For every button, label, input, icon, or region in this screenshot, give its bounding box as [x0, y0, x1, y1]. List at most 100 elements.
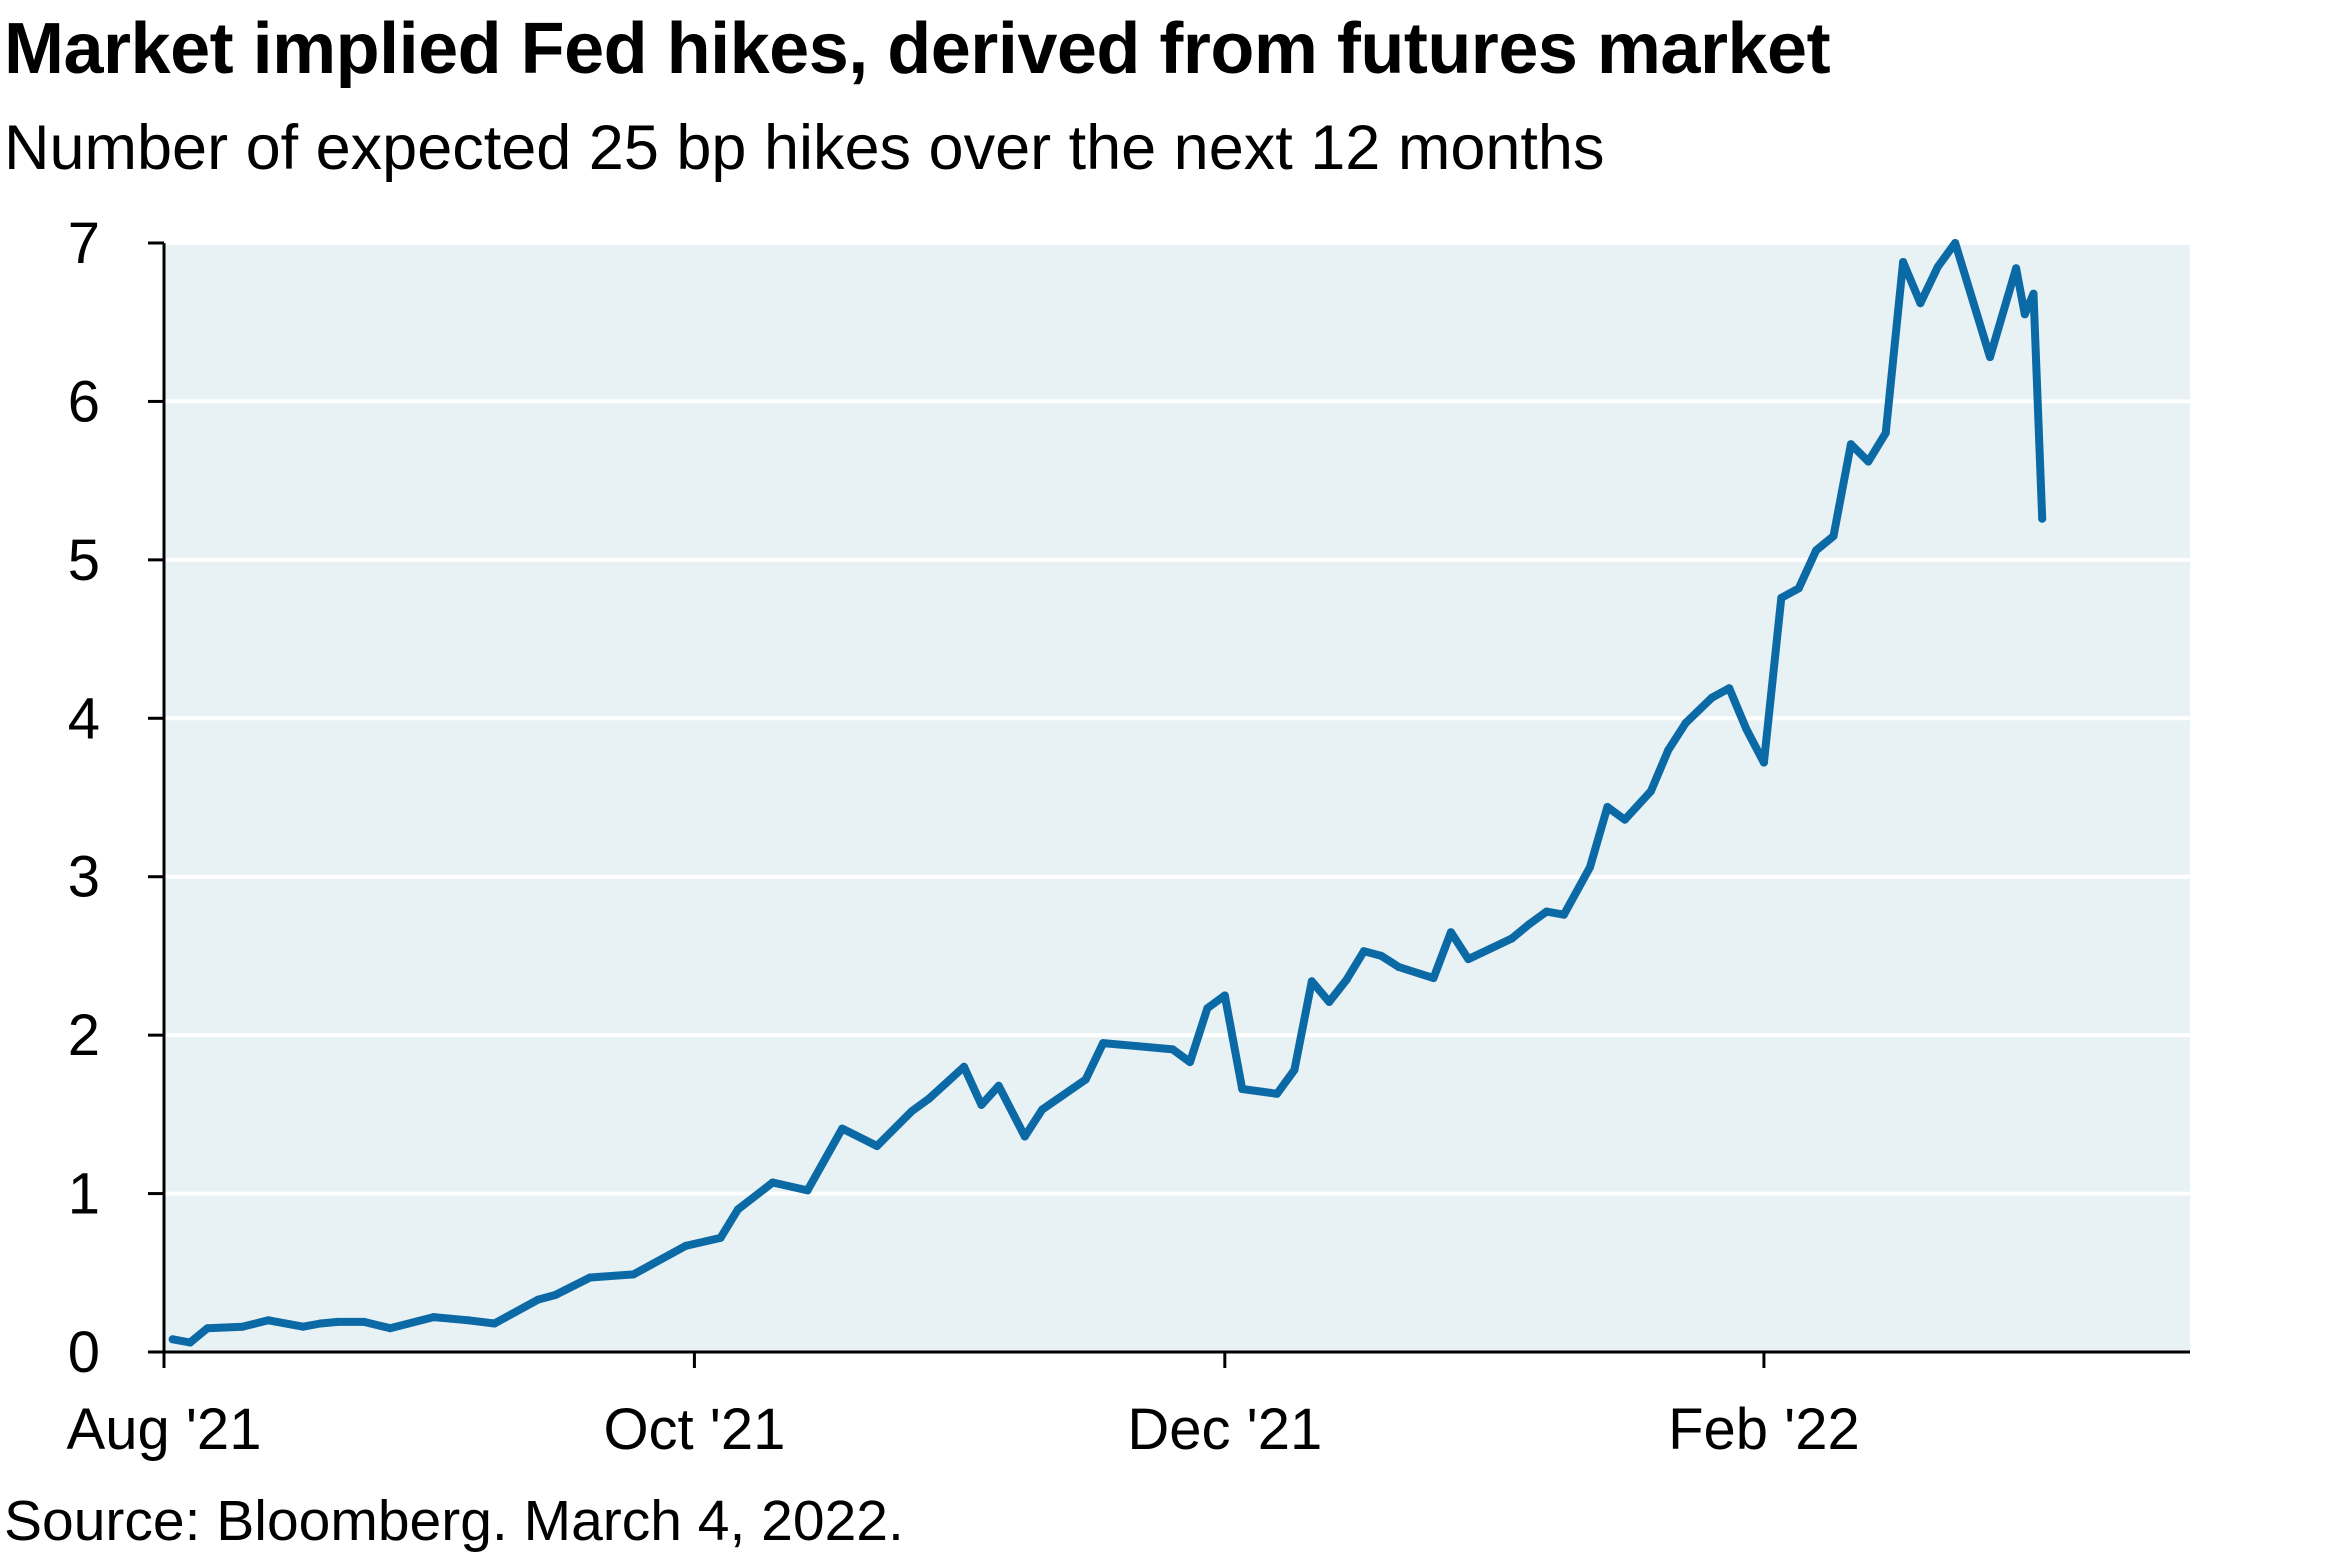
data-point: [1307, 977, 1316, 986]
data-point: [464, 1316, 473, 1325]
data-point: [994, 1081, 1003, 1090]
data-point: [1725, 684, 1734, 693]
data-point: [1664, 746, 1673, 754]
data-point: [803, 1186, 812, 1195]
data-point: [1377, 951, 1386, 960]
data-point: [2029, 289, 2038, 298]
x-tick-label: Oct '21: [603, 1397, 785, 1462]
data-point: [333, 1317, 342, 1326]
data-point: [360, 1317, 368, 1326]
data-point: [238, 1322, 247, 1331]
data-point: [1542, 907, 1551, 916]
data-point: [1168, 1045, 1177, 1054]
data-point: [186, 1338, 195, 1347]
data-point: [1081, 1075, 1090, 1084]
data-point: [1099, 1039, 1108, 1048]
y-axis-ticks: 0 1 2 3 4 5 6 7: [68, 211, 164, 1385]
data-point: [1464, 955, 1473, 964]
data-point: [1620, 815, 1629, 824]
data-point: [533, 1295, 542, 1304]
data-point: [490, 1319, 499, 1328]
y-tick-label: 0: [68, 1320, 100, 1385]
x-tick-label: Feb '22: [1668, 1397, 1860, 1462]
y-tick-label: 6: [68, 369, 100, 434]
data-point: [1603, 803, 1612, 811]
data-point: [925, 1094, 934, 1103]
gridlines: [164, 241, 2190, 1196]
plot-background: [164, 243, 2190, 1352]
y-tick-label: 1: [68, 1162, 100, 1227]
data-point: [2012, 264, 2021, 273]
data-point: [264, 1316, 273, 1325]
x-axis-ticks: Aug '21 Oct '21 Dec '21 Feb '22: [67, 1352, 1860, 1462]
data-point: [1133, 1042, 1142, 1051]
data-point: [1881, 429, 1890, 438]
data-point: [1794, 584, 1803, 593]
data-point: [1429, 974, 1438, 983]
data-point: [646, 1260, 655, 1269]
chart-subtitle: Number of expected 25 bp hikes over the …: [4, 113, 1605, 183]
data-point: [1951, 239, 1960, 247]
data-point: [960, 1062, 968, 1071]
chart-title: Market implied Fed hikes, derived from f…: [4, 9, 1831, 89]
data-point: [1899, 258, 1908, 266]
data-point: [1681, 719, 1690, 727]
data-point: [446, 1314, 455, 1323]
data-point: [1394, 963, 1403, 971]
data-point: [1559, 910, 1568, 919]
data-point: [1812, 546, 1821, 555]
data-point: [1742, 725, 1751, 734]
data-point: [733, 1205, 742, 1214]
data-point: [1342, 975, 1351, 984]
data-point: [629, 1270, 638, 1279]
data-point: [1273, 1089, 1281, 1098]
data-point: [1525, 920, 1534, 929]
data-point: [1933, 262, 1942, 271]
y-tick-label: 4: [68, 686, 100, 751]
data-point: [1325, 997, 1334, 1006]
y-tick-label: 3: [68, 845, 100, 910]
data-point: [586, 1273, 595, 1282]
axes: [162, 243, 2190, 1354]
source-note: Source: Bloomberg. March 4, 2022.: [4, 1489, 904, 1553]
data-point: [316, 1319, 325, 1328]
data-point: [1916, 299, 1925, 308]
data-point: [1646, 787, 1655, 796]
data-point: [1220, 991, 1229, 1000]
data-point: [1359, 947, 1368, 956]
data-point: [907, 1107, 916, 1116]
data-point: [1038, 1105, 1047, 1114]
data-point: [838, 1124, 847, 1133]
data-point: [1829, 532, 1838, 541]
data-point: [1446, 928, 1455, 937]
y-tick-label: 7: [68, 211, 100, 276]
data-point: [977, 1100, 986, 1109]
data-point: [203, 1324, 212, 1333]
data-point: [1507, 934, 1516, 943]
data-point: [386, 1324, 395, 1333]
data-point: [768, 1178, 777, 1187]
data-point: [873, 1142, 881, 1150]
series-points: [168, 239, 2047, 1347]
y-tick-label: 5: [68, 528, 100, 593]
data-point: [1203, 1004, 1212, 1013]
y-tick-label: 2: [68, 1003, 100, 1068]
data-point: [681, 1241, 690, 1250]
data-point: [1846, 440, 1855, 449]
data-point: [1986, 353, 1994, 362]
data-point: [1707, 693, 1716, 702]
series-line: [168, 239, 2047, 1347]
data-point: [2038, 514, 2047, 523]
data-point: [168, 1335, 177, 1344]
data-point: [1020, 1132, 1029, 1141]
data-point: [1864, 457, 1873, 466]
data-point: [716, 1233, 725, 1242]
x-tick-label: Dec '21: [1127, 1397, 1322, 1462]
data-point: [1777, 593, 1786, 602]
data-point: [1186, 1058, 1194, 1067]
x-tick-label: Aug '21: [67, 1397, 262, 1462]
data-point: [1290, 1066, 1299, 1074]
data-point: [1586, 863, 1594, 872]
data-point: [429, 1313, 438, 1322]
